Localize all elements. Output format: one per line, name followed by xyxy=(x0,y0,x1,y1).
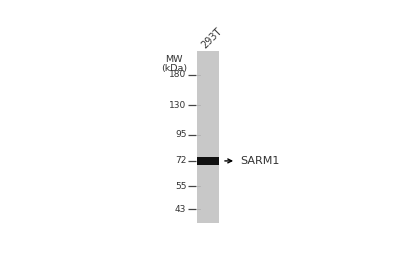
Text: 43: 43 xyxy=(175,205,186,214)
Text: (kDa): (kDa) xyxy=(161,64,187,73)
Bar xyxy=(197,51,219,223)
Text: MW: MW xyxy=(165,55,183,64)
Bar xyxy=(197,157,219,165)
Text: 72: 72 xyxy=(175,157,186,165)
Text: SARM1: SARM1 xyxy=(241,156,280,166)
Text: 95: 95 xyxy=(175,130,186,139)
Text: 180: 180 xyxy=(169,70,186,79)
Text: 55: 55 xyxy=(175,182,186,191)
Text: 293T: 293T xyxy=(200,26,224,50)
Text: 130: 130 xyxy=(169,101,186,110)
